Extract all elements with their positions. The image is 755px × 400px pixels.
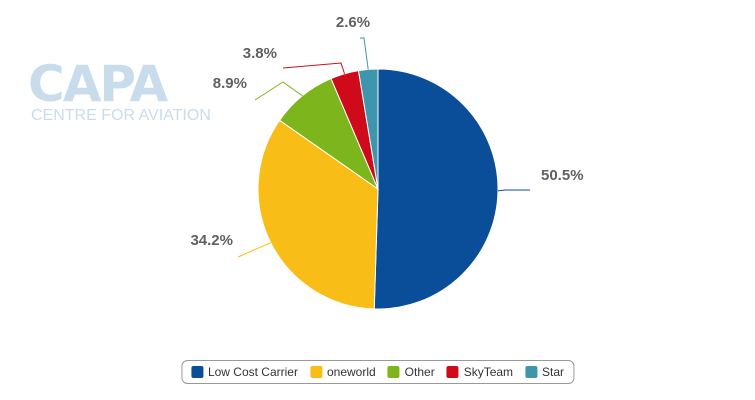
data-label: 50.5% [541, 167, 584, 184]
data-label: 2.6% [336, 14, 370, 31]
legend-label: SkyTeam [463, 365, 514, 379]
legend-swatch [525, 366, 538, 378]
data-label: 34.2% [190, 232, 233, 249]
pie-slice-low-cost-carrier[interactable] [373, 68, 499, 310]
legend-item[interactable]: Low Cost Carrier [190, 365, 298, 379]
capa-watermark: CAPA CENTRE FOR AVIATION [28, 55, 211, 124]
label-connectors [237, 37, 530, 258]
connector-line [360, 37, 369, 70]
data-label: 8.9% [213, 75, 247, 92]
legend-swatch [446, 366, 459, 378]
pie-slice-oneworld[interactable] [257, 119, 379, 310]
legend-item[interactable]: Star [525, 365, 564, 379]
legend-label: oneworld [326, 365, 376, 379]
legend-item[interactable]: Other [387, 365, 435, 379]
legend-label: Star [542, 365, 565, 379]
connector-line [282, 62, 345, 74]
data-labels: 50.5% 34.2% 8.9% 3.8% 2.6% [190, 14, 583, 249]
legend-item[interactable]: oneworld [309, 365, 376, 379]
watermark-logo: CAPA [28, 55, 168, 113]
legend-swatch [387, 366, 400, 378]
watermark-tagline: CENTRE FOR AVIATION [31, 107, 211, 124]
connector-line [497, 189, 530, 192]
legend-label: Low Cost Carrier [207, 365, 298, 379]
data-label: 3.8% [243, 45, 277, 62]
legend-label: Other [404, 365, 435, 379]
legend-swatch [190, 366, 203, 378]
legend-swatch [309, 366, 322, 378]
connector-line [254, 81, 303, 101]
legend-item[interactable]: SkyTeam [446, 365, 514, 379]
chart-legend: Low Cost Carrier oneworld Other SkyTeam Star [180, 360, 575, 384]
connector-line [237, 242, 271, 258]
pie-slice-star[interactable] [357, 68, 379, 190]
pie-slices [257, 68, 499, 310]
